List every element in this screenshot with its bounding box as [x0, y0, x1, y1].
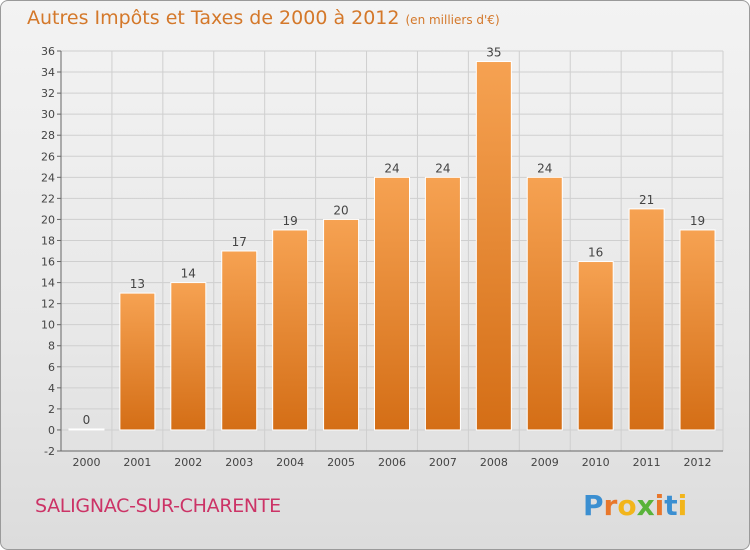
y-tick-label: 6: [48, 361, 55, 374]
data-label: 19: [690, 214, 705, 228]
data-label: 19: [283, 214, 298, 228]
y-tick-label: 18: [41, 234, 55, 247]
x-tick-label: 2010: [582, 456, 610, 469]
y-tick-label: 30: [41, 108, 55, 121]
logo-letter: i: [677, 489, 688, 522]
bar-2010: [577, 261, 614, 431]
x-tick-label: 2006: [378, 456, 406, 469]
y-tick-label: 22: [41, 192, 55, 205]
y-tick-label: 14: [41, 277, 55, 290]
logo-letter: o: [617, 489, 637, 522]
y-tick-label: 12: [41, 298, 55, 311]
data-label: 20: [333, 203, 348, 217]
data-label: 24: [384, 161, 399, 175]
bar-2007: [424, 176, 461, 431]
data-label: 35: [486, 46, 501, 60]
logo-letter: r: [603, 489, 618, 522]
y-tick-label: 2: [48, 403, 55, 416]
logo-letter: x: [636, 489, 655, 522]
x-tick-label: 2001: [123, 456, 151, 469]
x-tick-label: 2003: [225, 456, 253, 469]
bar-2005: [323, 218, 360, 431]
x-tick-label: 2004: [276, 456, 304, 469]
data-label: 17: [232, 235, 247, 249]
y-tick-label: 24: [41, 171, 55, 184]
bar-2003: [221, 250, 258, 431]
x-tick-label: 2009: [531, 456, 559, 469]
logo-letter: i: [654, 489, 665, 522]
bar-2008: [475, 61, 512, 431]
y-tick-label: 0: [48, 424, 55, 437]
y-tick-label: 34: [41, 66, 55, 79]
bar-2004: [272, 229, 309, 431]
x-tick-label: 2007: [429, 456, 457, 469]
y-tick-label: 10: [41, 319, 55, 332]
x-tick-label: 2002: [174, 456, 202, 469]
x-tick-label: 2005: [327, 456, 355, 469]
x-tick-label: 2008: [480, 456, 508, 469]
chart-title: Autres Impôts et Taxes de 2000 à 2012 (en…: [27, 7, 500, 29]
bar-2000: [68, 428, 105, 431]
y-tick-label: 4: [48, 382, 55, 395]
x-tick-label: 2012: [684, 456, 712, 469]
proxiti-logo[interactable]: Proxiti: [583, 489, 687, 522]
bar-2011: [628, 208, 665, 431]
data-label: 21: [639, 193, 654, 207]
x-tick-label: 2000: [72, 456, 100, 469]
data-label: 24: [435, 161, 450, 175]
x-tick-label: 2011: [633, 456, 661, 469]
data-label: 24: [537, 161, 552, 175]
y-tick-label: 8: [48, 340, 55, 353]
bar-2001: [119, 292, 156, 431]
logo-letter: t: [664, 489, 678, 522]
y-tick-label: 16: [41, 256, 55, 269]
data-label: 13: [130, 277, 145, 291]
data-label: 16: [588, 246, 603, 260]
bar-2006: [374, 176, 410, 431]
y-tick-label: 20: [41, 213, 55, 226]
y-tick-label: 32: [41, 87, 55, 100]
logo-letter: P: [583, 489, 604, 522]
data-label: 14: [181, 267, 196, 281]
bar-2002: [170, 282, 207, 431]
y-tick-label: 36: [41, 45, 55, 58]
data-label: 0: [83, 413, 91, 427]
chart-unit: (en milliers d'€): [405, 13, 500, 27]
y-tick-label: -2: [44, 445, 55, 458]
y-tick-label: 28: [41, 129, 55, 142]
y-tick-label: 26: [41, 150, 55, 163]
commune-name: SALIGNAC-SUR-CHARENTE: [35, 495, 281, 517]
bar-2009: [526, 176, 563, 431]
chart-title-text: Autres Impôts et Taxes de 2000 à 2012: [27, 7, 400, 29]
bar-2012: [679, 229, 716, 431]
